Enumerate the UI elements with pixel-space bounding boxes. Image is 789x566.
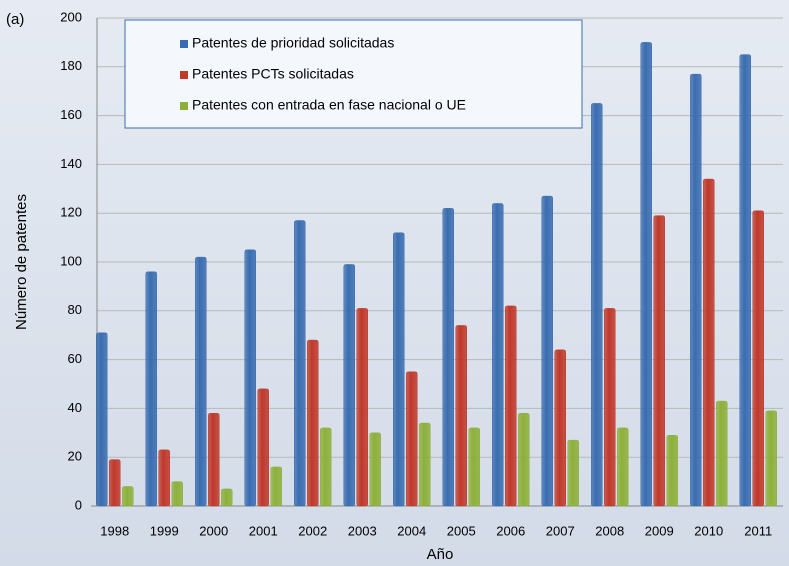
bar bbox=[703, 178, 715, 507]
bar bbox=[492, 203, 504, 507]
bar bbox=[221, 488, 233, 507]
legend-swatch bbox=[180, 71, 188, 79]
legend-label: Patentes de prioridad solicitadas bbox=[192, 35, 394, 51]
x-tick-label: 1998 bbox=[100, 523, 129, 538]
bar bbox=[541, 195, 553, 507]
bar bbox=[343, 264, 355, 507]
bar bbox=[294, 220, 306, 507]
bar bbox=[171, 481, 183, 507]
bar bbox=[653, 215, 665, 507]
bar bbox=[406, 371, 418, 507]
bar bbox=[208, 413, 220, 507]
bar bbox=[518, 413, 530, 507]
bar bbox=[369, 432, 381, 507]
bar bbox=[442, 208, 454, 507]
y-axis-label: Número de patentes bbox=[13, 194, 30, 330]
x-tick-label: 1999 bbox=[150, 523, 179, 538]
bar bbox=[195, 256, 207, 507]
legend-swatch bbox=[180, 102, 188, 110]
x-tick-label: 2008 bbox=[595, 523, 624, 538]
bar bbox=[604, 308, 616, 507]
bar bbox=[109, 459, 121, 507]
bar bbox=[122, 486, 134, 507]
x-tick-label: 2005 bbox=[447, 523, 476, 538]
y-tick-label: 80 bbox=[68, 302, 82, 317]
bar bbox=[468, 427, 480, 507]
x-tick-label: 2001 bbox=[249, 523, 278, 538]
y-tick-label: 200 bbox=[60, 9, 82, 24]
x-tick-label: 2000 bbox=[199, 523, 228, 538]
bar bbox=[739, 54, 751, 507]
bar bbox=[320, 427, 332, 507]
y-tick-label: 140 bbox=[60, 156, 82, 171]
x-axis-label: Año bbox=[427, 546, 454, 563]
bar bbox=[145, 271, 157, 507]
y-tick-label: 0 bbox=[75, 497, 82, 512]
x-tick-label: 2007 bbox=[546, 523, 575, 538]
bar bbox=[690, 73, 702, 507]
bar bbox=[617, 427, 629, 507]
bar bbox=[554, 349, 566, 507]
x-tick-label: 2006 bbox=[496, 523, 525, 538]
bar bbox=[419, 422, 431, 507]
y-tick-label: 100 bbox=[60, 253, 82, 268]
bar bbox=[716, 400, 728, 507]
legend-label: Patentes con entrada en fase nacional o … bbox=[192, 97, 466, 113]
x-tick-label: 2010 bbox=[694, 523, 723, 538]
bar bbox=[356, 308, 368, 507]
x-tick-label: 2003 bbox=[348, 523, 377, 538]
bar bbox=[666, 434, 678, 507]
bar bbox=[158, 449, 170, 507]
y-tick-label: 40 bbox=[68, 400, 82, 415]
x-tick-label: 2009 bbox=[645, 523, 674, 538]
bar bbox=[567, 439, 579, 507]
x-tick-label: 2002 bbox=[298, 523, 327, 538]
legend-label: Patentes PCTs solicitadas bbox=[192, 66, 354, 82]
y-tick-label: 180 bbox=[60, 58, 82, 73]
bar bbox=[393, 232, 405, 507]
x-tick-label: 2004 bbox=[397, 523, 426, 538]
bar bbox=[270, 466, 282, 507]
y-tick-label: 20 bbox=[68, 449, 82, 464]
y-tick-label: 120 bbox=[60, 205, 82, 220]
y-tick-label: 60 bbox=[68, 351, 82, 366]
bar bbox=[765, 410, 777, 507]
bar bbox=[640, 42, 652, 507]
bar bbox=[307, 339, 319, 507]
legend-swatch bbox=[180, 40, 188, 48]
bar bbox=[455, 325, 467, 507]
bar bbox=[257, 388, 269, 507]
bar bbox=[505, 305, 517, 507]
bar bbox=[96, 332, 108, 507]
x-tick-label: 2011 bbox=[744, 523, 772, 538]
bar bbox=[591, 103, 603, 507]
annotation: (a) bbox=[6, 11, 24, 28]
y-tick-label: 160 bbox=[60, 107, 82, 122]
bar bbox=[244, 249, 256, 507]
bar bbox=[752, 210, 764, 507]
legend-box bbox=[124, 19, 583, 129]
